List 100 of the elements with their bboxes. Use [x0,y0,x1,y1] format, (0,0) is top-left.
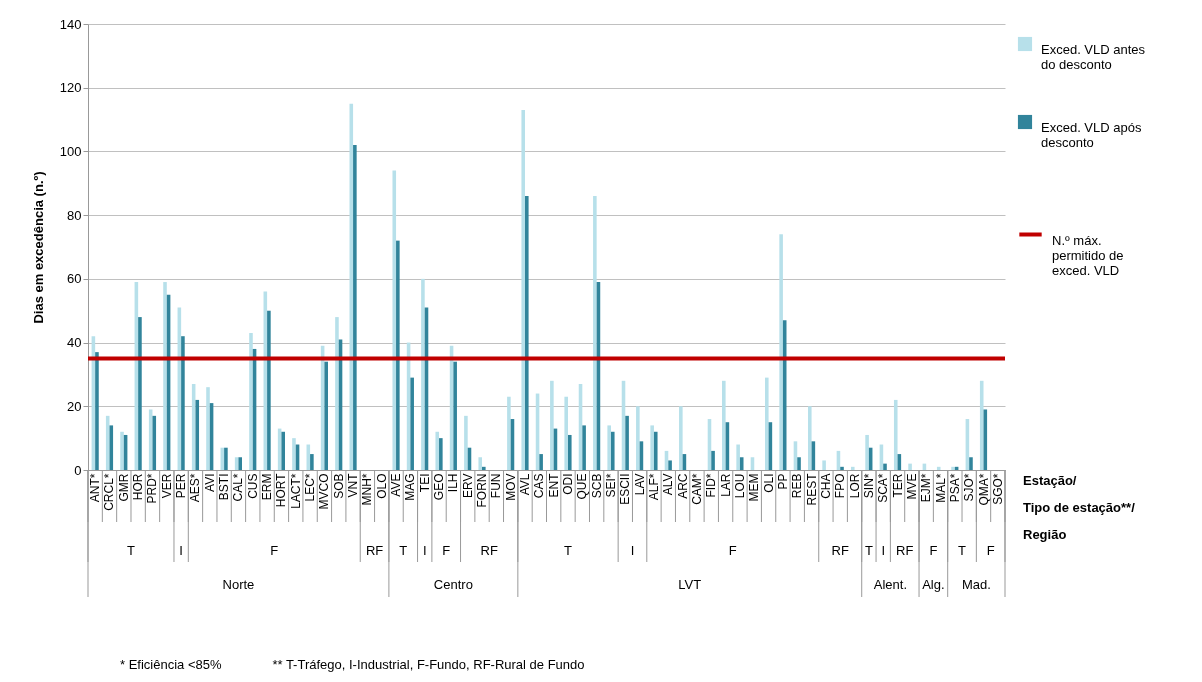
bar [840,466,844,470]
x-tick-label: FORN [475,473,490,508]
x-tick-label: CAL* [231,473,246,502]
x-tick-label: PSA* [947,473,962,503]
bar [267,310,271,470]
bar [765,377,769,470]
x-tick-label: OLI [761,473,776,493]
bar [335,317,339,470]
x-tick-label: AVE [389,473,404,497]
text: T [864,543,873,558]
bar [163,282,167,470]
bar [539,454,543,470]
text: I [881,543,886,558]
bar [668,460,672,470]
text: Mad. [961,577,991,592]
bar [292,438,296,470]
bar [711,450,715,470]
bar [979,380,984,470]
x-tick-label: ERM [260,473,275,501]
bar [392,170,397,470]
x-tick-label: LOU [732,473,747,499]
x-tick-label: HOR [131,473,146,501]
bar [396,240,400,470]
bar [593,196,597,470]
x-tick-label: MEM [747,473,762,502]
x-tick-label: PP [775,473,790,490]
bar [625,415,629,470]
x-tick-label: SOB [331,473,346,499]
text: F [728,543,737,558]
bar [195,399,200,470]
text: Alent. [873,577,907,592]
x-tick-label: AVL [518,473,533,496]
x-tick-label: CUS [245,473,260,499]
bar [521,110,526,470]
x-tick-label: GEO [432,473,447,501]
text: RF [831,543,849,558]
x-tick-label: SIN* [861,473,876,499]
text: Norte [222,577,255,592]
bar [636,406,640,470]
bar [850,466,855,470]
x-tick-label: REB [790,473,805,499]
bar [421,278,425,470]
x-tick-label: SCB [589,473,604,499]
text: I [422,543,427,558]
text: T [564,543,573,558]
x-tick-label: ESCII [618,473,633,505]
bar [550,380,554,470]
x-tick-label: MNH* [360,473,375,506]
x-tick-label: SGO* [990,473,1005,505]
x-tick-label: LAR [718,473,733,497]
x-tick-label: PRD* [145,473,160,504]
bar [936,466,941,470]
bar [610,431,615,470]
x-tick-label: QMA* [976,473,991,506]
legend-label: Exced. VLD após desconto [1041,120,1142,150]
text: RF [480,543,498,558]
bar [238,457,243,470]
x-tick-label: SEI* [603,473,618,498]
bar [120,431,124,470]
x-tick-label: CHA [818,473,833,499]
bar [249,333,253,470]
x-tick-label: FUN [489,473,504,499]
bar [865,434,869,470]
bar [908,463,912,470]
bar [95,352,99,470]
x-tick-label: EJM* [919,473,934,503]
bar [567,434,572,470]
x-tick-label: REST [804,472,819,506]
bar [607,425,611,470]
text: T [958,543,967,558]
x-tick-label: ILH [446,473,461,493]
x-tick-label: VNT [346,472,361,498]
x-tick-label: PER [174,473,189,499]
bar [739,457,744,470]
bar [453,361,457,470]
bar [224,447,228,470]
x-tick-label: BSTI [217,473,232,501]
x-tick-label: AVI [202,473,217,492]
text: F [929,543,938,558]
text: * Eficiência <85% [120,657,222,672]
y-tick-label: 40 [67,335,82,351]
text: I [630,543,635,558]
y-tick-label: 120 [59,80,82,96]
y-axis-title: Dias em excedência (n.º) [30,171,46,324]
bar [822,460,826,470]
x-tick-label: ALV [661,473,676,496]
text: LVT [678,577,702,592]
text: ** T-Tráfego, I-Industrial, F-Fundo, RF-Rural de Fundo [272,657,585,672]
bar [152,415,157,470]
x-tick-label: FID* [704,473,719,498]
bar [525,196,529,470]
bar [507,396,511,470]
y-tick-label: 0 [74,462,82,478]
x-tick-label: CAM* [689,473,704,505]
text: RF [896,543,914,558]
x-tick-label: MAG [403,473,418,501]
bar [653,431,658,470]
x-tick-label: OLO [374,473,389,499]
x-tick-label: HORT [274,472,289,508]
bar [310,454,314,470]
